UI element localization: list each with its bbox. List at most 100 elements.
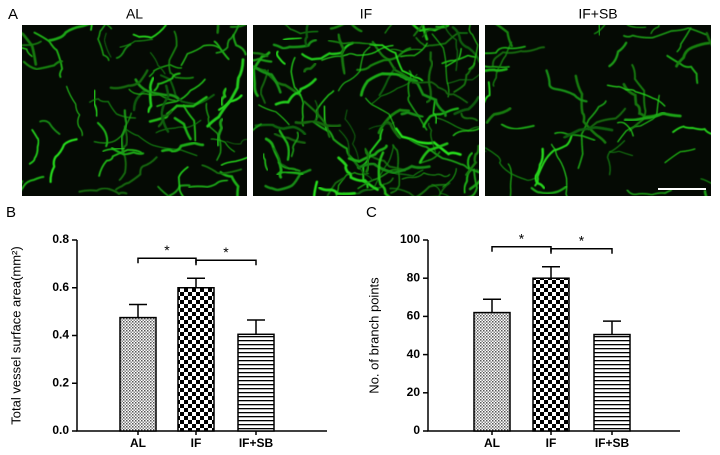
vessel [623,27,707,39]
vessel [48,25,91,42]
vessel [22,60,63,71]
vessel [606,140,626,176]
vessel [254,123,307,136]
vessel [431,33,450,98]
vessel [106,25,112,30]
vessel [132,89,146,112]
panel-label: B [6,204,16,221]
vessel [617,94,660,143]
vessel [66,85,83,137]
vessel [153,72,181,92]
bar [177,287,215,432]
bar [593,333,631,432]
vessel [258,104,290,126]
vessel [435,117,479,131]
vessel [205,102,222,161]
vessel [149,52,166,75]
vessel [161,141,205,153]
significance-star: * [223,244,229,260]
vessel [294,119,342,128]
y-tick-label: 0.0 [52,423,69,437]
micrograph [22,25,247,196]
vessel [363,147,370,174]
vessel [446,74,479,84]
vessel [182,104,197,142]
vessel [703,189,708,196]
vessel [180,44,220,67]
x-tick-label: AL [130,436,146,450]
bar [237,333,275,432]
vessel [157,185,170,196]
error-bar [603,320,621,335]
vessel [22,40,42,47]
vessel [485,45,526,55]
vessel [389,182,451,196]
vessel [337,33,346,75]
significance-bracket [550,247,613,254]
vessel [119,38,154,48]
vessel [468,25,479,70]
vessel [451,26,479,63]
error-bar [187,277,205,288]
vessel [700,178,711,184]
vessel [177,166,189,196]
vessel [273,132,306,144]
significance-star: * [519,230,525,246]
vessel [500,123,535,130]
vessel [33,31,64,78]
significance-star: * [164,242,170,258]
vessel [103,32,112,58]
vessel [173,116,192,141]
vessel [260,69,270,104]
vessel [413,25,424,37]
vessel [22,180,24,182]
vessel [213,40,230,61]
vessel [216,118,224,147]
vessel [371,74,418,105]
bar [119,316,157,432]
vessel [210,138,235,153]
vessel [365,177,394,191]
vessel [485,107,512,124]
vessel [219,171,240,196]
vessel [593,25,606,35]
vessel [49,138,78,183]
image-label: IF+SB [578,6,617,22]
vessel [378,67,396,97]
vessel [534,134,573,187]
vessel [115,43,132,59]
vessel [672,125,711,135]
vessel [262,153,269,171]
vessel [628,63,647,132]
vessel [22,181,23,184]
vessel [356,47,412,72]
vessel [226,138,247,145]
vessel [109,69,149,90]
vessel [22,175,45,191]
vessel [215,25,240,54]
vessel [485,81,491,103]
vessel [278,129,290,161]
vessel [384,120,402,140]
vessel [22,31,38,66]
vessel [206,58,245,128]
significance-bracket [137,257,197,264]
vessel [22,47,33,58]
vessel [114,156,158,191]
vessel [554,131,596,141]
y-tick-label: 20 [407,385,421,399]
vessel [626,25,647,29]
vessel [156,78,206,107]
vessel [453,95,479,116]
panel-label: C [366,204,377,221]
vessel [125,129,198,157]
vessel [390,144,401,194]
vessel [89,98,137,119]
vessel [118,125,128,181]
vessel [147,76,155,113]
error-bar [483,298,501,313]
error-bar [129,303,147,318]
vessel [377,151,391,196]
vessel [277,161,301,172]
